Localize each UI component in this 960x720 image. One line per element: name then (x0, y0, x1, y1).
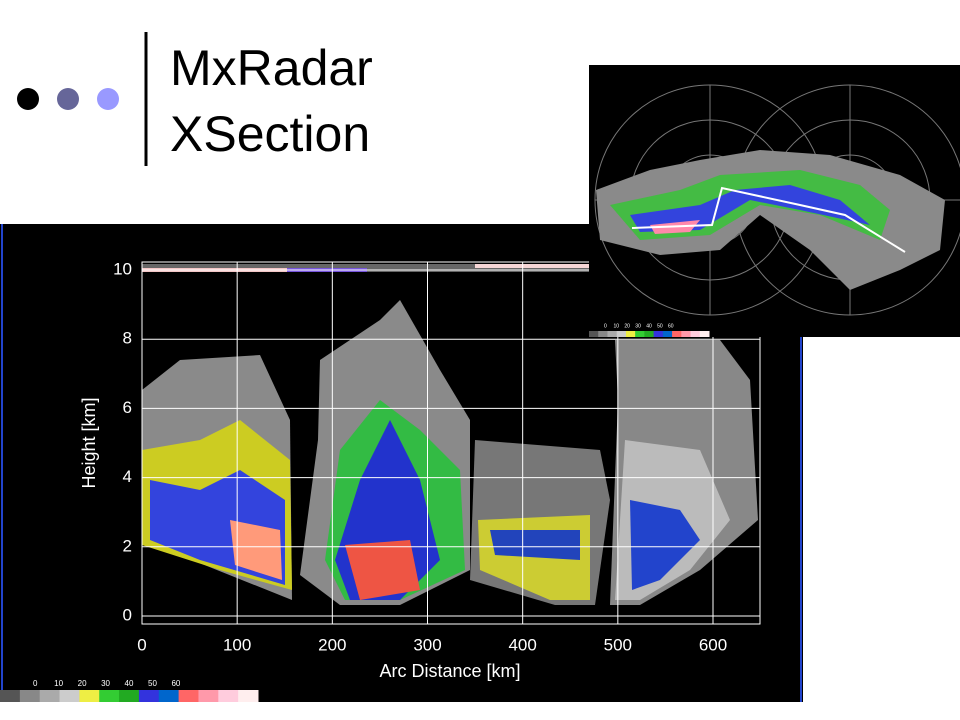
x-tick-label: 600 (699, 635, 727, 654)
colorbar-label: 20 (624, 323, 630, 329)
colorbar-swatch (158, 690, 180, 702)
colorbar-swatch (699, 331, 710, 337)
colorbar-swatch (662, 331, 673, 337)
y-tick-label: 0 (123, 605, 132, 624)
y-tick-label: 6 (123, 398, 132, 417)
x-tick-label: 300 (413, 635, 441, 654)
x-tick-label: 100 (223, 635, 251, 654)
x-axis-label: Arc Distance [km] (379, 661, 520, 681)
colorbar-swatch (589, 331, 599, 337)
echo (230, 520, 282, 580)
colorbar-label: 60 (171, 679, 180, 688)
colorbar-swatch (39, 690, 61, 702)
colorbar-swatch (218, 690, 239, 702)
colorbar-label: 10 (613, 323, 619, 329)
colorbar-label: 20 (78, 679, 87, 688)
colorbar-label: 40 (646, 323, 652, 329)
top-strip (475, 264, 590, 268)
colorbar-swatch (635, 331, 645, 337)
colorbar-label: 0 (604, 323, 607, 329)
colorbar-swatch (598, 331, 608, 337)
colorbar-swatch (653, 331, 664, 337)
colorbar-label: 30 (635, 323, 641, 329)
bullet-dot (57, 88, 79, 110)
colorbar: 0 10 20 30 40 50 60 (0, 679, 259, 702)
x-tick-label: 200 (318, 635, 346, 654)
title-line: MxRadar (170, 40, 373, 96)
echo (630, 185, 870, 232)
y-tick-label: 8 (123, 329, 132, 348)
colorbar-swatch (625, 331, 636, 337)
colorbar-label: 60 (668, 323, 674, 329)
y-tick-label: 10 (113, 259, 132, 278)
inset-colorbar: 0 10 20 30 40 50 60 (589, 323, 710, 337)
colorbar-swatch (672, 331, 682, 337)
y-axis-label: Height [km] (79, 397, 99, 488)
bullet-dot (17, 88, 39, 110)
colorbar-swatch (59, 690, 80, 702)
colorbar-swatch (99, 690, 120, 702)
colorbar-label: 0 (33, 679, 38, 688)
colorbar-label: 40 (125, 679, 134, 688)
colorbar-swatch (79, 690, 100, 702)
echo (630, 500, 700, 590)
colorbar-label: 50 (148, 679, 157, 688)
colorbar-swatch (198, 690, 219, 702)
y-tick-label: 2 (123, 536, 132, 555)
colorbar-swatch (138, 690, 160, 702)
colorbar-swatch (238, 690, 259, 702)
section-path (631, 186, 906, 253)
colorbar-swatch (607, 331, 618, 337)
colorbar-label: 10 (54, 679, 63, 688)
colorbar-swatch (0, 690, 21, 702)
colorbar-swatch (681, 331, 692, 337)
echo (345, 540, 420, 600)
x-tick-label: 0 (137, 635, 146, 654)
y-tick-label: 4 (123, 467, 132, 486)
colorbar-label: 30 (101, 679, 110, 688)
colorbar-swatch (19, 690, 41, 702)
echo (490, 530, 580, 560)
inset-image: 0 10 20 30 40 50 60 (589, 65, 960, 337)
colorbar-label: 50 (657, 323, 663, 329)
colorbar-swatch (690, 331, 701, 337)
colorbar-swatch (178, 690, 199, 702)
colorbar-swatch (119, 690, 140, 702)
bullet-dot (97, 88, 119, 110)
title-line: XSection (170, 106, 370, 162)
colorbar-swatch (644, 331, 655, 337)
colorbar-swatch (616, 331, 627, 337)
x-tick-label: 400 (508, 635, 536, 654)
top-strip (142, 264, 760, 272)
x-tick-label: 500 (604, 635, 632, 654)
